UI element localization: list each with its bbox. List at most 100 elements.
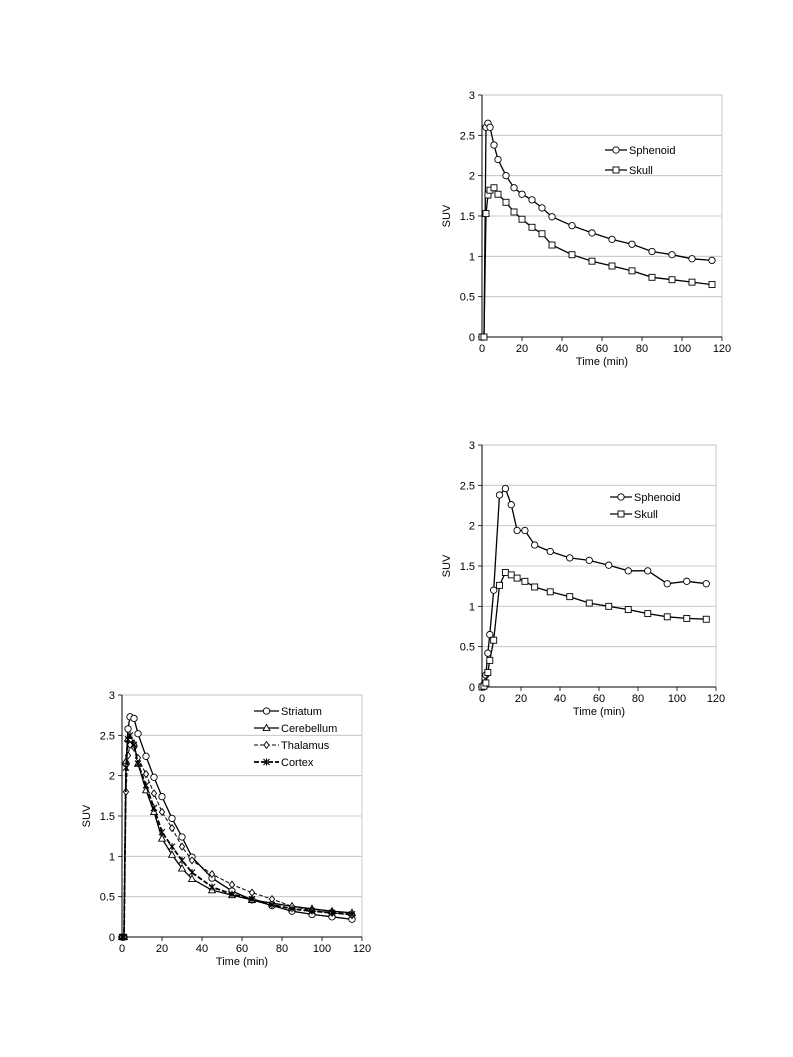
legend-label: Cortex <box>281 757 314 769</box>
thalamus-point <box>142 769 150 779</box>
x-tick-label: 80 <box>276 943 288 955</box>
striatum-point <box>142 752 150 760</box>
sphenoid-legend-point <box>617 493 625 501</box>
y-tick-label: 3 <box>469 440 475 452</box>
thalamus-point <box>168 823 176 833</box>
skull-point <box>585 599 593 607</box>
skull-point <box>496 581 504 589</box>
thalamus-point <box>228 880 236 889</box>
thalamus-point <box>126 740 134 750</box>
sphenoid-point <box>502 172 510 180</box>
skull-point <box>502 198 510 206</box>
skull-point <box>501 569 509 576</box>
legend-entry-striatum: Striatum <box>254 706 322 718</box>
skull-point <box>702 615 710 623</box>
y-tick-label: 1 <box>469 601 475 613</box>
cerebellum-point <box>157 834 167 842</box>
y-tick-label: 3 <box>469 90 475 102</box>
y-tick-label: 0 <box>469 332 475 344</box>
sphenoid-point <box>566 554 574 562</box>
x-tick-label: 0 <box>479 693 485 705</box>
skull-point <box>507 571 515 579</box>
series-sphenoid <box>478 484 710 691</box>
x-tick-label: 0 <box>119 943 125 955</box>
y-axis-label: SUV <box>441 204 453 227</box>
striatum-point <box>134 730 142 738</box>
skull-point <box>648 273 656 281</box>
cortex-point <box>126 731 134 739</box>
series-cerebellum <box>117 734 357 941</box>
thalamus-line <box>122 744 353 938</box>
sphenoid-point <box>528 196 536 204</box>
skull-point <box>568 251 576 259</box>
x-tick-label: 100 <box>313 943 331 955</box>
sphenoid-point <box>708 256 716 265</box>
cortex-point <box>142 781 150 789</box>
y-tick-label: 1.5 <box>460 211 475 223</box>
sphenoid-point <box>494 155 502 164</box>
sphenoid-point <box>683 577 691 585</box>
sphenoid-point <box>648 247 656 256</box>
skull-point <box>528 223 536 231</box>
cortex-point <box>348 910 356 918</box>
skull-point <box>605 602 613 610</box>
sphenoid-point <box>507 501 515 509</box>
cerebellum-point <box>177 863 187 872</box>
cortex-point <box>228 890 236 898</box>
sphenoid-line <box>481 487 707 688</box>
sphenoid-legend-point <box>612 146 620 154</box>
legend-entry-thalamus: Thalamus <box>254 740 330 752</box>
striatum-point <box>158 792 166 801</box>
cortex-line <box>122 733 353 938</box>
skull-point <box>663 613 671 621</box>
sphenoid-point <box>644 567 652 575</box>
series-skull <box>478 569 710 691</box>
y-tick-label: 1 <box>469 251 475 263</box>
skull-point <box>624 606 632 614</box>
sphenoid-point <box>663 580 671 588</box>
cerebellum-line <box>122 737 353 938</box>
legend-label: Skull <box>634 509 658 521</box>
sphenoid-point <box>531 541 539 549</box>
sphenoid-point <box>702 580 710 588</box>
chart-brain-regions: 0 0.5 1 1.5 2 2.5 3 0 20 40 60 80 100 120 Time (min) SU… <box>81 690 371 968</box>
striatum-point <box>124 725 132 733</box>
sphenoid-point <box>608 235 616 244</box>
x-axis-label: Time (min) <box>573 706 625 718</box>
cerebellum-legend-point <box>262 723 271 732</box>
sphenoid-point <box>668 251 676 259</box>
sphenoid-point <box>501 484 510 493</box>
x-tick-label: 100 <box>668 693 686 705</box>
sphenoid-point <box>510 184 518 192</box>
chart-sphenoid-skull-middle: 0 0.5 1 1.5 2 2.5 3 0 20 40 60 80 100 120 Time (min) SU… <box>441 440 725 718</box>
x-tick-label: 20 <box>515 693 527 705</box>
skull-point <box>548 241 556 249</box>
skull-point <box>608 262 616 270</box>
x-tick-label: 80 <box>632 693 644 705</box>
y-tick-label: 2 <box>109 771 115 783</box>
legend: Sphenoid Skull <box>610 492 681 521</box>
legend-entry-cerebellum: Cerebellum <box>254 723 337 735</box>
skull-point <box>683 614 691 622</box>
y-axis-label: SUV <box>81 804 93 827</box>
legend-label: Sphenoid <box>629 145 676 157</box>
skull-point <box>510 208 518 216</box>
cortex-point <box>328 909 336 917</box>
sphenoid-point <box>568 222 576 230</box>
y-tick-label: 0.5 <box>460 292 475 304</box>
legend-label: Thalamus <box>281 740 330 752</box>
skull-point <box>644 610 652 618</box>
x-tick-label: 120 <box>707 693 725 705</box>
sphenoid-point <box>486 123 494 131</box>
skull-point <box>538 230 546 238</box>
x-axis-label: Time (min) <box>576 356 628 368</box>
sphenoid-point <box>546 547 554 556</box>
cortex-point <box>288 905 296 913</box>
x-tick-label: 100 <box>673 343 691 355</box>
legend-label: Striatum <box>281 706 322 718</box>
x-tick-label: 120 <box>713 343 731 355</box>
thalamus-point <box>248 888 256 897</box>
striatum-point <box>150 773 158 781</box>
sphenoid-point <box>548 213 556 221</box>
thalamus-point <box>150 789 158 798</box>
